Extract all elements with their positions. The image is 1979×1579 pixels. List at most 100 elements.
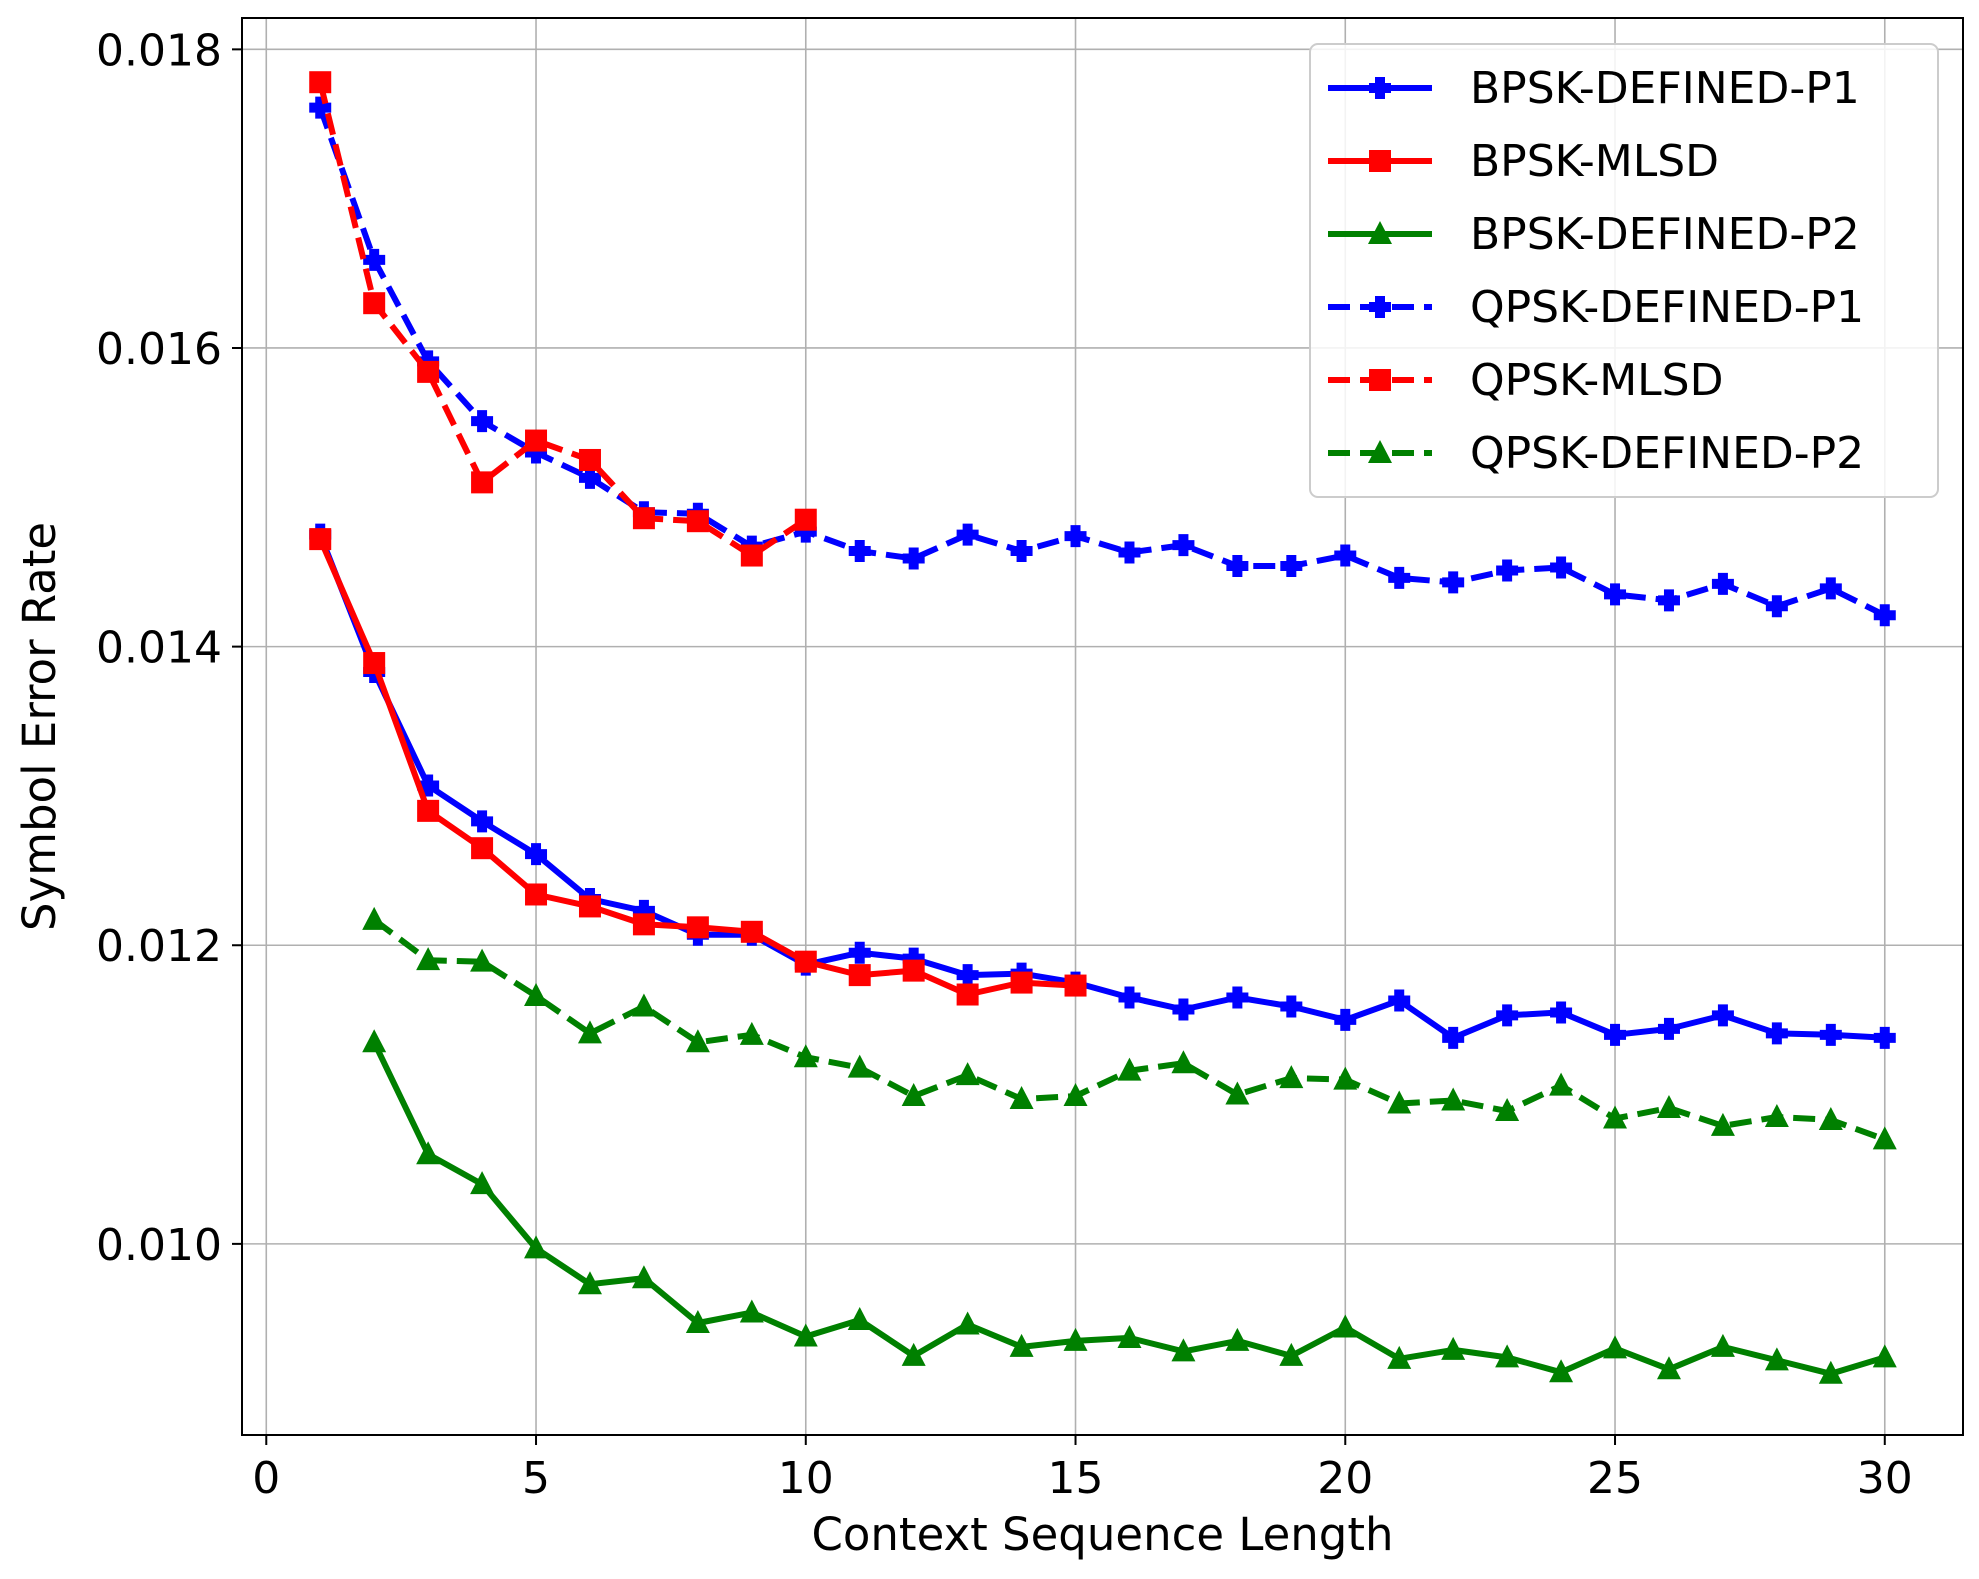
data-point-qpsk-defined-p2 bbox=[739, 1021, 764, 1045]
data-point-bpsk-defined-p2 bbox=[1171, 1338, 1196, 1362]
legend-marker-bpsk-defined-p1 bbox=[1369, 77, 1391, 99]
data-point-qpsk-defined-p2 bbox=[1171, 1050, 1196, 1074]
data-point-bpsk-defined-p1 bbox=[1819, 1023, 1842, 1046]
y-tick-label: 0.016 bbox=[96, 324, 222, 375]
legend-label-bpsk-defined-p2: BPSK-DEFINED-P2 bbox=[1470, 209, 1860, 260]
data-point-bpsk-defined-p2 bbox=[1818, 1360, 1843, 1384]
data-point-qpsk-defined-p2 bbox=[955, 1062, 980, 1086]
legend-label-qpsk-defined-p2: QPSK-DEFINED-P2 bbox=[1470, 428, 1864, 479]
data-point-qpsk-defined-p1 bbox=[1172, 534, 1195, 557]
data-point-bpsk-defined-p1 bbox=[417, 774, 440, 797]
y-tick-label: 0.014 bbox=[96, 623, 222, 674]
data-point-bpsk-defined-p2 bbox=[1117, 1324, 1142, 1348]
data-point-bpsk-defined-p1 bbox=[1334, 1008, 1357, 1031]
data-point-bpsk-defined-p2 bbox=[470, 1171, 495, 1195]
data-point-bpsk-defined-p1 bbox=[848, 941, 871, 964]
data-point-qpsk-mlsd bbox=[363, 292, 386, 315]
data-point-qpsk-defined-p1 bbox=[956, 523, 979, 546]
data-point-qpsk-defined-p2 bbox=[685, 1029, 710, 1053]
data-point-bpsk-mlsd bbox=[956, 983, 979, 1006]
data-point-qpsk-defined-p1 bbox=[1496, 559, 1519, 582]
data-point-bpsk-mlsd bbox=[309, 528, 332, 551]
data-point-qpsk-defined-p2 bbox=[1387, 1090, 1412, 1114]
data-point-qpsk-defined-p2 bbox=[577, 1020, 602, 1044]
x-tick-label: 5 bbox=[522, 1453, 550, 1504]
data-point-bpsk-defined-p2 bbox=[1603, 1335, 1628, 1359]
data-point-qpsk-defined-p1 bbox=[1657, 589, 1680, 612]
data-point-bpsk-defined-p2 bbox=[1495, 1344, 1520, 1368]
data-point-qpsk-mlsd bbox=[632, 507, 655, 530]
series-qpsk-defined-p1 bbox=[309, 96, 1896, 627]
data-point-qpsk-defined-p1 bbox=[1550, 556, 1573, 579]
data-point-qpsk-defined-p2 bbox=[1063, 1083, 1088, 1107]
data-point-bpsk-defined-p2 bbox=[1441, 1336, 1466, 1360]
x-tick-label: 20 bbox=[1317, 1453, 1373, 1504]
data-point-qpsk-defined-p1 bbox=[578, 466, 601, 489]
data-point-qpsk-defined-p1 bbox=[471, 410, 494, 433]
data-point-bpsk-defined-p2 bbox=[1872, 1344, 1897, 1368]
legend-marker-qpsk-defined-p1 bbox=[1369, 296, 1391, 318]
x-tick-label: 15 bbox=[1048, 1453, 1104, 1504]
data-point-bpsk-defined-p2 bbox=[1009, 1333, 1034, 1357]
data-point-bpsk-mlsd bbox=[902, 959, 925, 982]
data-point-bpsk-defined-p2 bbox=[362, 1029, 387, 1053]
data-point-qpsk-defined-p1 bbox=[363, 248, 386, 271]
data-point-qpsk-defined-p2 bbox=[1549, 1072, 1574, 1096]
data-point-qpsk-defined-p1 bbox=[1334, 544, 1357, 567]
series-layer bbox=[309, 71, 1897, 1384]
data-point-qpsk-defined-p2 bbox=[847, 1054, 872, 1078]
data-point-bpsk-defined-p2 bbox=[1063, 1327, 1088, 1351]
data-point-qpsk-defined-p2 bbox=[901, 1083, 926, 1107]
data-point-qpsk-defined-p2 bbox=[470, 948, 495, 972]
data-point-qpsk-defined-p1 bbox=[1604, 583, 1627, 606]
data-point-bpsk-defined-p2 bbox=[577, 1271, 602, 1295]
data-point-bpsk-mlsd bbox=[740, 920, 763, 943]
y-tick-label: 0.012 bbox=[96, 921, 222, 972]
data-point-bpsk-defined-p1 bbox=[1172, 998, 1195, 1021]
data-point-qpsk-defined-p1 bbox=[1226, 554, 1249, 577]
x-tick-label: 25 bbox=[1587, 1453, 1643, 1504]
data-point-bpsk-defined-p1 bbox=[1711, 1004, 1734, 1027]
legend-marker-bpsk-mlsd bbox=[1369, 150, 1391, 172]
data-point-bpsk-mlsd bbox=[1064, 974, 1087, 997]
series-qpsk-mlsd bbox=[309, 71, 817, 567]
data-point-qpsk-defined-p1 bbox=[525, 441, 548, 464]
data-point-bpsk-defined-p2 bbox=[1656, 1356, 1681, 1380]
data-point-bpsk-mlsd bbox=[848, 964, 871, 987]
x-tick-label: 10 bbox=[778, 1453, 834, 1504]
data-point-bpsk-mlsd bbox=[471, 837, 494, 860]
data-point-bpsk-defined-p1 bbox=[902, 947, 925, 970]
data-point-bpsk-defined-p1 bbox=[1604, 1023, 1627, 1046]
data-point-qpsk-defined-p2 bbox=[1764, 1103, 1789, 1127]
legend-marker-qpsk-defined-p2 bbox=[1368, 440, 1392, 463]
axis-ticks: 0 5 10 15 20 25 30 0.010 0.012 0.014 0.016 0.018 bbox=[96, 25, 1913, 1504]
y-tick-label: 0.018 bbox=[96, 25, 222, 76]
x-axis-title: Context Sequence Length bbox=[811, 1508, 1393, 1561]
data-point-qpsk-defined-p2 bbox=[1710, 1112, 1735, 1136]
data-point-qpsk-defined-p2 bbox=[1117, 1057, 1142, 1081]
data-point-qpsk-defined-p2 bbox=[524, 983, 549, 1007]
data-point-qpsk-mlsd bbox=[525, 429, 548, 452]
data-point-qpsk-defined-p2 bbox=[1656, 1095, 1681, 1118]
y-tick-label: 0.010 bbox=[96, 1220, 222, 1271]
data-point-qpsk-defined-p2 bbox=[1818, 1106, 1843, 1130]
data-point-bpsk-defined-p2 bbox=[955, 1311, 980, 1335]
data-point-bpsk-defined-p2 bbox=[1387, 1345, 1412, 1369]
data-point-bpsk-defined-p1 bbox=[1657, 1017, 1680, 1040]
data-point-qpsk-defined-p2 bbox=[631, 993, 656, 1017]
data-point-bpsk-defined-p1 bbox=[471, 810, 494, 833]
legend-marker-bpsk-defined-p2 bbox=[1368, 221, 1392, 244]
data-point-qpsk-mlsd bbox=[686, 510, 709, 533]
series-bpsk-mlsd bbox=[309, 528, 1087, 1006]
data-point-qpsk-defined-p1 bbox=[848, 540, 871, 563]
data-point-qpsk-defined-p1 bbox=[1819, 577, 1842, 600]
plot-frame bbox=[241, 17, 1964, 1436]
data-point-qpsk-defined-p2 bbox=[416, 947, 441, 971]
data-point-bpsk-defined-p1 bbox=[632, 899, 655, 922]
data-point-bpsk-defined-p1 bbox=[1496, 1004, 1519, 1027]
data-point-qpsk-defined-p1 bbox=[902, 547, 925, 570]
data-point-qpsk-defined-p1 bbox=[1765, 595, 1788, 618]
data-point-qpsk-defined-p1 bbox=[1010, 540, 1033, 563]
data-point-qpsk-mlsd bbox=[740, 544, 763, 567]
